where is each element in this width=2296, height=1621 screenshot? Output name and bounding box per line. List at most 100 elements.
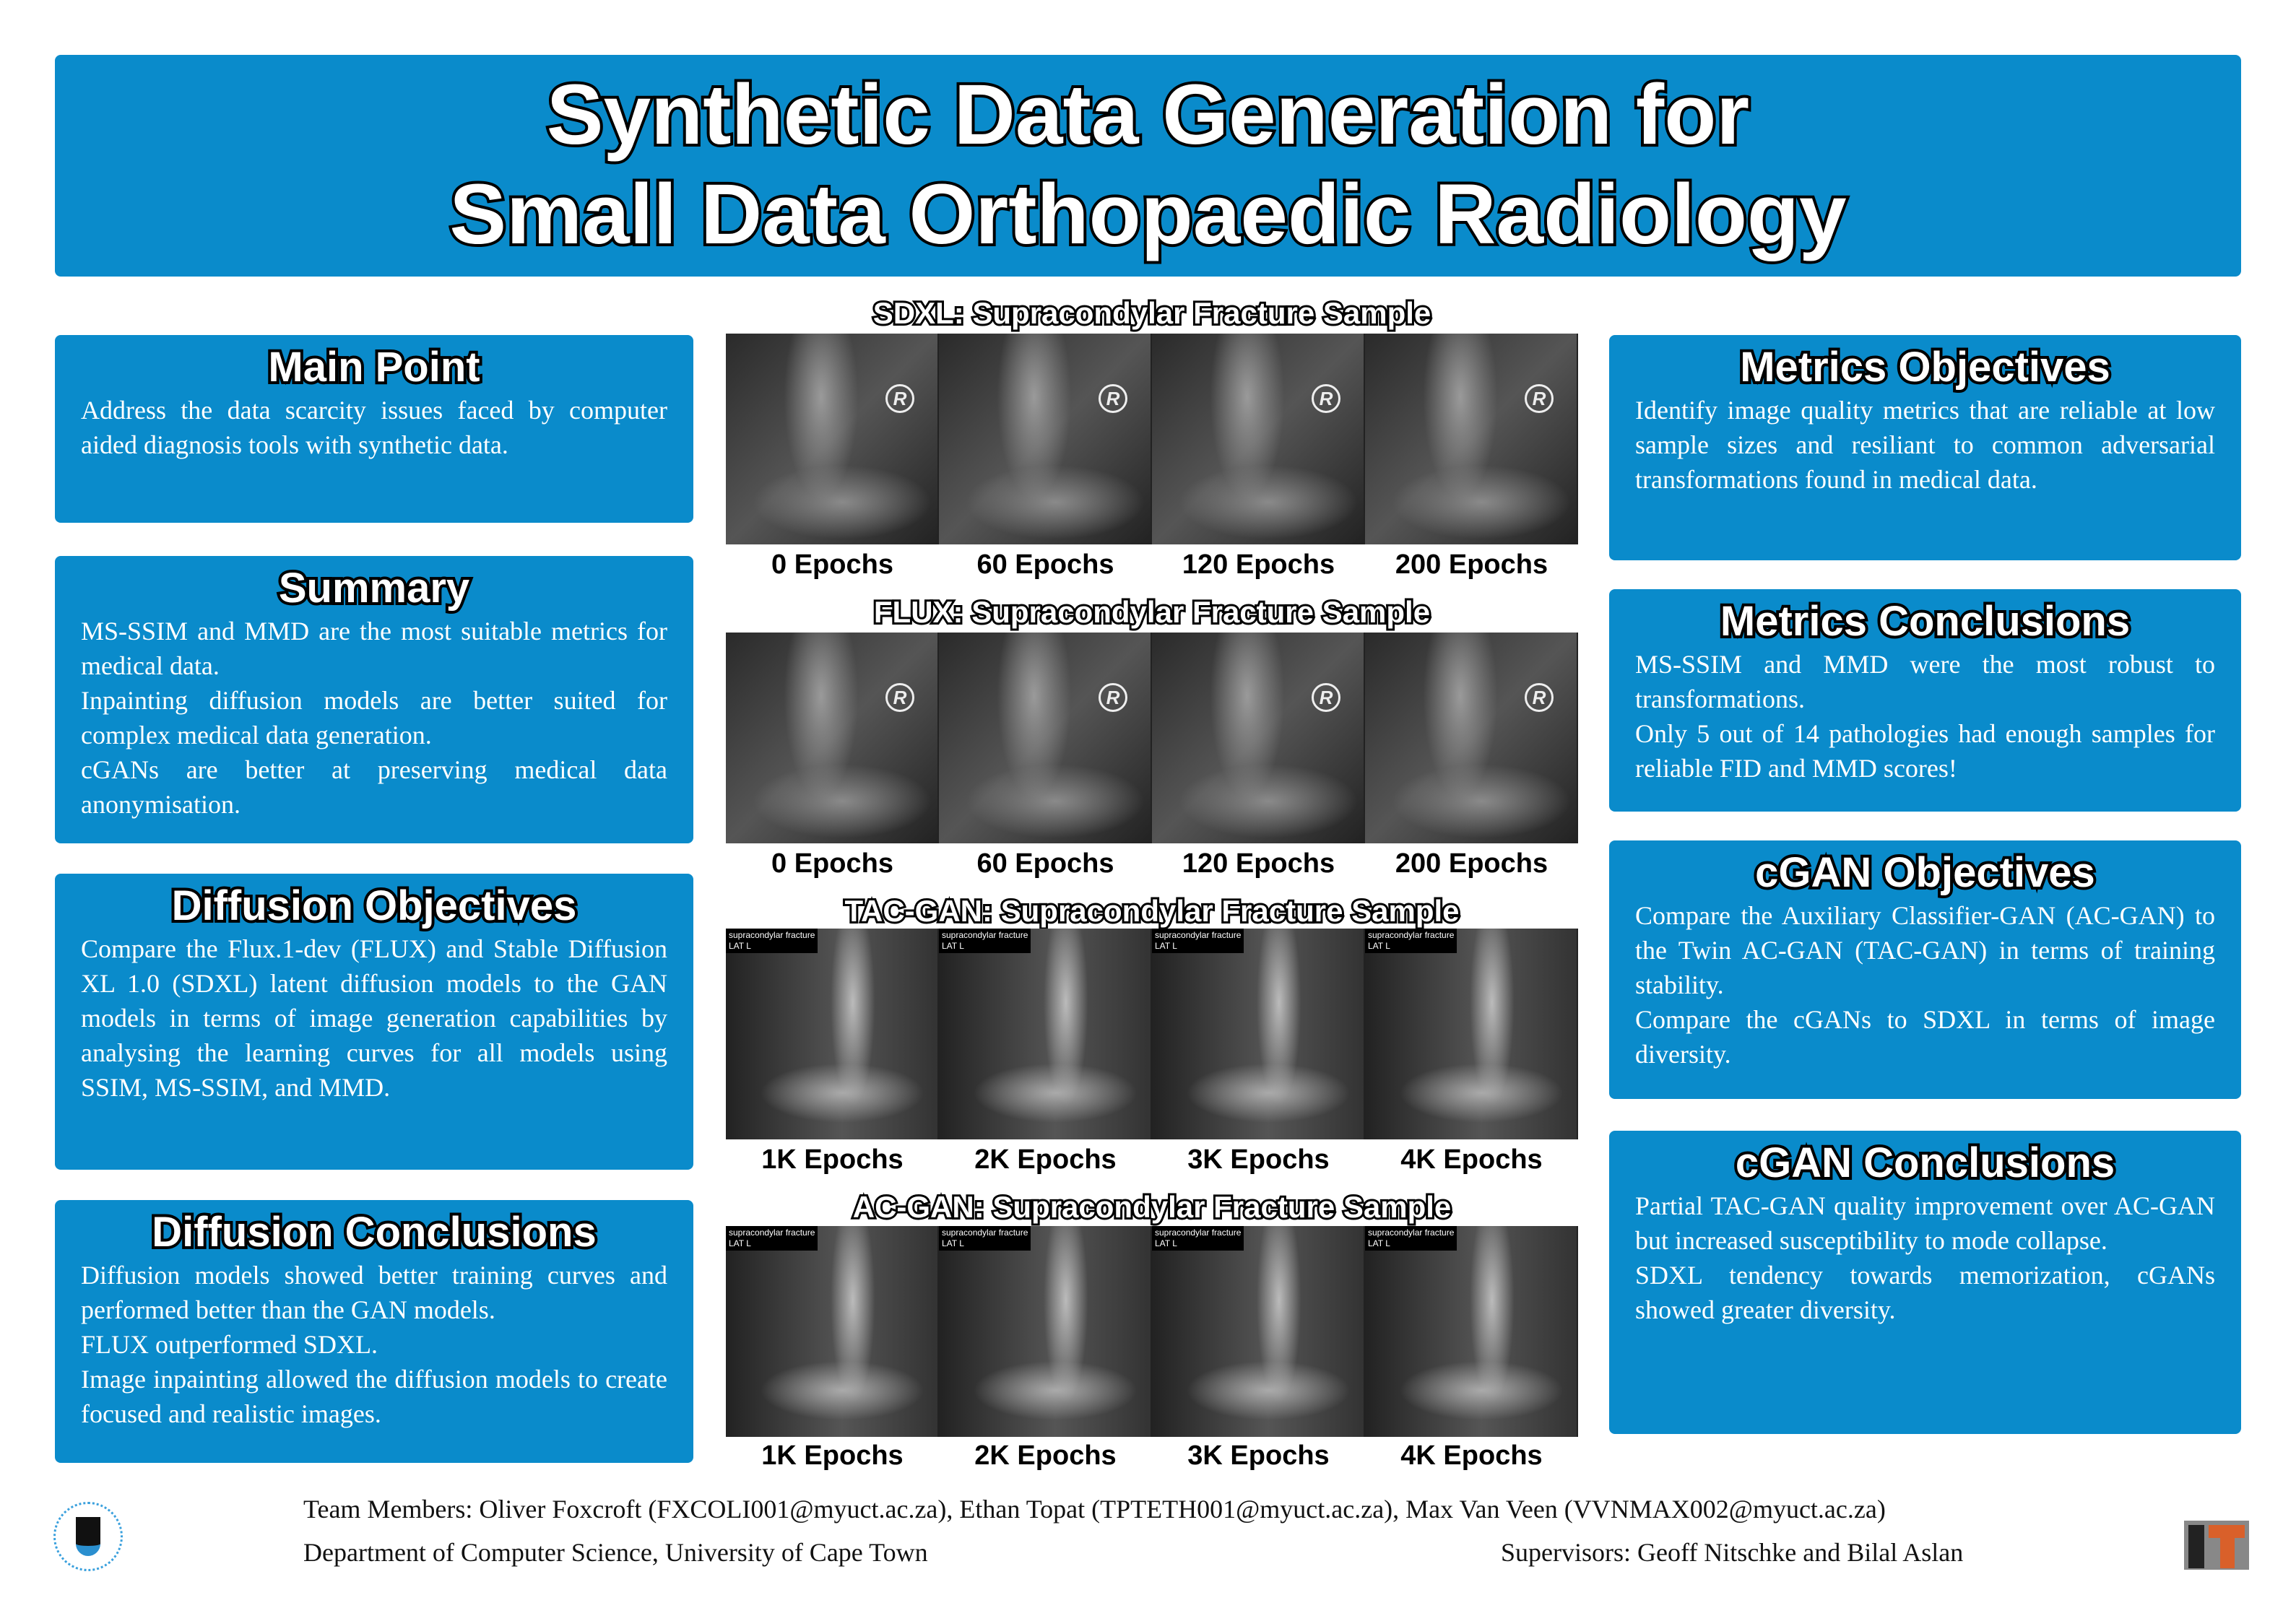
title-line-2: Small Data Orthopaedic Radiology [446,164,1849,265]
epoch-label: 2K Epochs [974,1144,1117,1175]
xray-image: R [1152,633,1365,843]
xray-image: R [939,633,1152,843]
marker-r: R [1312,384,1340,413]
epoch-labels: 0 Epochs 60 Epochs 120 Epochs 200 Epochs [726,848,1578,879]
epoch-label: 3K Epochs [1187,1144,1330,1175]
epoch-labels: 1K Epochs 2K Epochs 3K Epochs 4K Epochs [726,1440,1578,1472]
panel-body: Address the data scarcity issues faced b… [55,393,693,462]
marker-r: R [885,384,914,413]
panel-paragraph: Compare the cGANs to SDXL in terms of im… [1635,1005,2215,1069]
panel-paragraph: Compare the Auxiliary Classifier-GAN (AC… [1635,901,2215,999]
panel-title: Metrics Conclusions [1717,595,2133,648]
sample-title: TAC-GAN: Supracondylar Fracture Sample [842,892,1461,930]
diffusion-conclusions-panel: Diffusion Conclusions Diffusion models sh… [55,1200,693,1463]
cgan-conclusions-panel: cGAN Conclusions Partial TAC-GAN quality … [1609,1131,2241,1434]
it-logo [2184,1521,2249,1570]
xray-image: supracondylar fracture LAT L [1152,929,1365,1139]
xray-image: R [1365,334,1578,544]
tag-line: supracondylar fracture [729,1227,815,1238]
poster-title: Synthetic Data Generation for Small Data … [55,55,2241,265]
panel-body: MS-SSIM and MMD are the most suitable me… [55,614,693,822]
epoch-label: 200 Epochs [1395,848,1548,879]
marker-r: R [1525,384,1554,413]
panel-title: Diffusion Conclusions [149,1206,599,1259]
tag-line: LAT L [1368,1238,1390,1248]
title-line-1: Synthetic Data Generation for [544,64,1752,165]
panel-paragraph: FLUX outperformed SDXL. [81,1330,378,1359]
uct-logo [53,1502,123,1571]
panel-paragraph: SDXL tendency towards memorization, cGAN… [1635,1261,2215,1324]
sample-title: AC-GAN: Supracondylar Fracture Sample [851,1188,1454,1226]
marker-r: R [885,683,914,712]
metrics-conclusions-panel: Metrics Conclusions MS-SSIM and MMD were … [1609,589,2241,812]
main-point-panel: Main Point Address the data scarcity issu… [55,335,693,523]
xray-image: R [1365,633,1578,843]
panel-body: MS-SSIM and MMD were the most robust to … [1609,647,2241,786]
tag-line: LAT L [942,1238,964,1248]
team-members: Team Members: Oliver Foxcroft (FXCOLI001… [303,1495,1886,1524]
epoch-label: 0 Epochs [771,848,893,879]
tag-line: supracondylar fracture [942,1227,1028,1238]
panel-paragraph: Image inpainting allowed the diffusion m… [81,1365,667,1428]
sample-title: FLUX: Supracondylar Fracture Sample [872,593,1432,631]
tag-line: LAT L [1155,1238,1177,1248]
panel-paragraph: Only 5 out of 14 pathologies had enough … [1635,719,2215,783]
tag-line: supracondylar fracture [1368,1227,1455,1238]
epoch-label: 60 Epochs [976,848,1114,879]
xray-image: supracondylar fracture LAT L [939,929,1152,1139]
summary-panel: Summary MS-SSIM and MMD are the most suit… [55,556,693,843]
xray-image: supracondylar fracture LAT L [726,929,939,1139]
xray-image: supracondylar fracture LAT L [939,1226,1152,1437]
sample-title: SDXL: Supracondylar Fracture Sample [871,294,1434,332]
marker-r: R [1312,683,1340,712]
image-tag: supracondylar fracture LAT L [939,929,1031,953]
image-tag: supracondylar fracture LAT L [1365,929,1457,953]
panel-paragraph: Diffusion models showed better training … [81,1261,667,1324]
epoch-label: 3K Epochs [1187,1440,1330,1471]
panel-paragraph: MS-SSIM and MMD are the most suitable me… [81,617,667,680]
image-tag: supracondylar fracture LAT L [1365,1226,1457,1251]
diffusion-objectives-panel: Diffusion Objectives Compare the Flux.1-d… [55,874,693,1170]
panel-paragraph: Compare the Flux.1-dev (FLUX) and Stable… [81,934,667,1102]
panel-paragraph: Partial TAC-GAN quality improvement over… [1635,1191,2215,1255]
xray-image: supracondylar fracture LAT L [726,1226,939,1437]
image-tag: supracondylar fracture LAT L [1152,1226,1244,1251]
panel-paragraph: MS-SSIM and MMD were the most robust to … [1635,650,2215,713]
panel-paragraph: Inpainting diffusion models are better s… [81,686,667,749]
department: Department of Computer Science, Universi… [303,1538,928,1567]
image-tag: supracondylar fracture LAT L [1152,929,1244,953]
epoch-labels: 0 Epochs 60 Epochs 120 Epochs 200 Epochs [726,549,1578,581]
epoch-labels: 1K Epochs 2K Epochs 3K Epochs 4K Epochs [726,1144,1578,1175]
panel-paragraph: Address the data scarcity issues faced b… [81,396,667,459]
panel-title: Diffusion Objectives [169,879,580,932]
xray-image: R [1152,334,1365,544]
epoch-label: 120 Epochs [1182,549,1335,580]
panel-title: Main Point [265,341,482,394]
panel-title: Summary [276,562,472,614]
panel-body: Partial TAC-GAN quality improvement over… [1609,1188,2241,1327]
epoch-label: 60 Epochs [976,549,1114,580]
panel-body: Compare the Auxiliary Classifier-GAN (AC… [1609,898,2241,1072]
marker-r: R [1525,683,1554,712]
tag-line: supracondylar fracture [729,930,815,940]
tag-line: LAT L [1155,941,1177,951]
epoch-label: 1K Epochs [761,1440,904,1471]
epoch-label: 0 Epochs [771,549,893,580]
tag-line: LAT L [1368,941,1390,951]
panel-body: Diffusion models showed better training … [55,1258,693,1431]
tag-line: LAT L [729,941,751,951]
panel-title: Metrics Objectives [1737,341,2113,394]
xray-image: supracondylar fracture LAT L [1365,929,1578,1139]
xray-image: supracondylar fracture LAT L [1365,1226,1578,1437]
panel-title: cGAN Conclusions [1733,1137,2118,1189]
panel-body: Compare the Flux.1-dev (FLUX) and Stable… [55,931,693,1105]
tag-line: supracondylar fracture [1368,930,1455,940]
tag-line: supracondylar fracture [1155,930,1242,940]
tag-line: supracondylar fracture [1155,1227,1242,1238]
tag-line: supracondylar fracture [942,930,1028,940]
panel-paragraph: Identify image quality metrics that are … [1635,396,2215,494]
marker-r: R [1099,683,1127,712]
